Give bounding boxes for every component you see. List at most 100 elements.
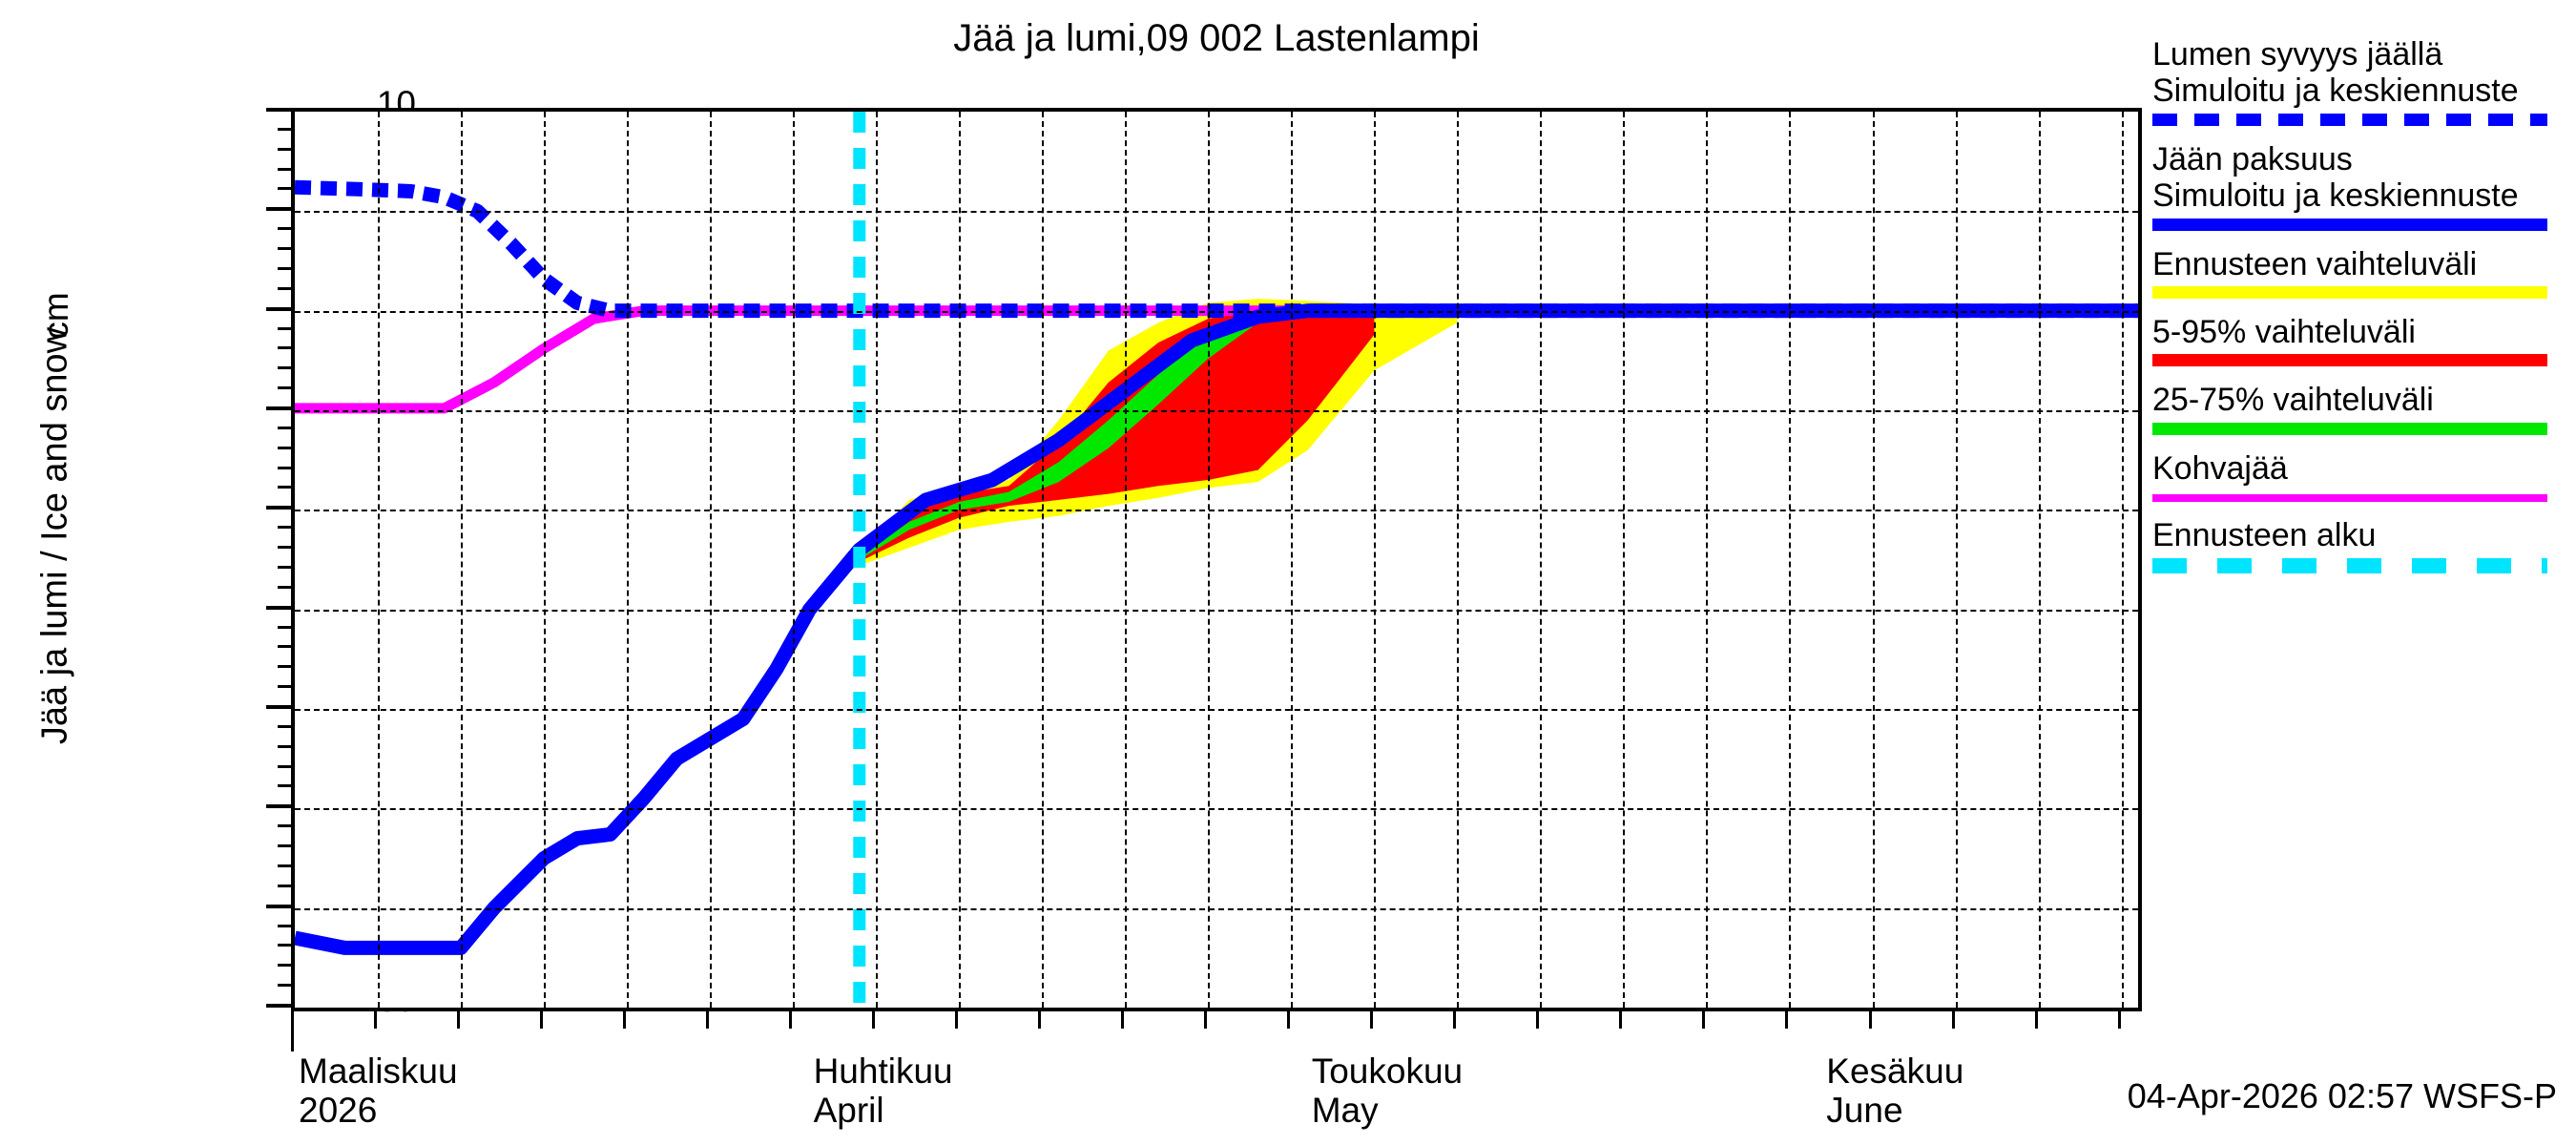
gridline-vertical	[1042, 112, 1045, 1008]
x-axis-minor-tick	[623, 1008, 627, 1029]
y-axis-minor-tick	[278, 944, 291, 947]
data-series-line	[295, 179, 2138, 319]
x-axis-minor-tick	[872, 1008, 876, 1029]
legend-entry-title: Ennusteen alku	[2152, 517, 2377, 554]
y-axis-minor-tick	[278, 964, 291, 968]
x-axis-label-line2: 2026	[299, 1091, 378, 1131]
legend-swatch-dashed-blue-icon	[2152, 113, 2547, 126]
y-axis-minor-tick	[278, 326, 291, 330]
gridline-vertical	[627, 112, 630, 1008]
y-axis-tick-mark	[266, 108, 291, 112]
x-axis-minor-tick	[1619, 1008, 1623, 1029]
gridline-horizontal	[295, 211, 2138, 214]
y-axis-minor-tick	[278, 764, 291, 768]
gridline-vertical	[793, 112, 796, 1008]
x-axis-minor-tick	[374, 1008, 378, 1029]
gridline-vertical	[710, 112, 713, 1008]
y-axis-minor-tick	[278, 784, 291, 788]
legend-entry[interactable]: 5-95% vaihteluväli	[2152, 314, 2572, 367]
gridline-vertical	[1208, 112, 1211, 1008]
gridline-horizontal	[295, 709, 2138, 711]
y-axis-minor-tick	[278, 386, 291, 390]
plot-area	[291, 108, 2142, 1011]
gridline-vertical	[1872, 112, 1875, 1008]
legend-entry[interactable]: 25-75% vaihteluväli	[2152, 382, 2572, 435]
gridline-vertical	[1955, 112, 1958, 1008]
legend-entry-title: 5-95% vaihteluväli	[2152, 314, 2416, 351]
y-axis-minor-tick	[278, 565, 291, 569]
y-axis-tick-mark	[266, 506, 291, 510]
legend: Lumen syvyys jäällä Simuloitu ja keskienn…	[2152, 36, 2572, 589]
x-axis-minor-tick	[1453, 1008, 1457, 1029]
gridline-vertical	[1789, 112, 1792, 1008]
y-axis-minor-tick	[278, 346, 291, 350]
x-axis-minor-tick	[706, 1008, 710, 1029]
x-axis-minor-tick	[1287, 1008, 1291, 1029]
gridline-vertical	[1457, 112, 1460, 1008]
gridline-horizontal	[295, 310, 2138, 313]
y-axis-minor-tick	[278, 724, 291, 728]
gridline-horizontal	[295, 510, 2138, 512]
legend-swatch-cyan-icon	[2152, 557, 2547, 573]
x-axis-label-line1: Huhtikuu	[813, 1051, 953, 1091]
x-axis-label: Toukokuu May	[1312, 1051, 1463, 1131]
gridline-horizontal	[295, 609, 2138, 612]
y-axis-tick-mark	[266, 1004, 291, 1008]
x-axis-minor-tick	[1951, 1008, 1955, 1029]
x-axis-minor-tick	[457, 1008, 461, 1029]
gridline-vertical	[2121, 112, 2124, 1008]
x-axis-label-line2: May	[1311, 1091, 1379, 1131]
legend-entry[interactable]: Lumen syvyys jäällä Simuloitu ja keskienn…	[2152, 36, 2572, 126]
data-series-layer	[295, 112, 2138, 1008]
y-axis-minor-tick	[278, 864, 291, 867]
legend-entry[interactable]: Ennusteen alku	[2152, 517, 2572, 573]
x-axis-minor-tick	[1868, 1008, 1872, 1029]
x-axis-minor-tick	[1785, 1008, 1789, 1029]
legend-entry[interactable]: Ennusteen vaihteluväli	[2152, 246, 2572, 300]
gridline-vertical	[461, 112, 464, 1008]
plot-canvas	[295, 112, 2138, 1008]
gridline-vertical	[2038, 112, 2041, 1008]
gridline-vertical	[1125, 112, 1128, 1008]
gridline-vertical	[378, 112, 381, 1008]
x-axis-minor-tick	[1038, 1008, 1042, 1029]
gridline-horizontal	[295, 907, 2138, 910]
y-axis-minor-tick	[278, 167, 291, 171]
x-axis-label: Huhtikuu April	[814, 1051, 953, 1131]
x-axis-label-line1: Maaliskuu	[299, 1051, 458, 1091]
x-axis-minor-tick	[1204, 1008, 1208, 1029]
legend-entry[interactable]: Jään paksuus Simuloitu ja keskiennuste	[2152, 141, 2572, 231]
legend-swatch-solid-blue-icon	[2152, 218, 2547, 231]
legend-swatch-magenta-icon	[2152, 494, 2547, 503]
y-axis-title: Jää ja lumi / Ice and snow	[34, 326, 75, 745]
gridline-vertical	[1540, 112, 1543, 1008]
x-axis-label-line1: Toukokuu	[1311, 1051, 1464, 1091]
legend-entry-title: Kohvajää	[2152, 449, 2288, 487]
y-axis-tick-mark	[266, 904, 291, 908]
gridline-vertical	[544, 112, 547, 1008]
y-axis-minor-tick	[278, 486, 291, 489]
y-axis-minor-tick	[278, 286, 291, 290]
y-axis-tick-mark	[266, 705, 291, 709]
x-axis-minor-tick	[1702, 1008, 1706, 1029]
x-axis-minor-tick	[2034, 1008, 2038, 1029]
legend-entry[interactable]: Kohvajää	[2152, 449, 2572, 503]
legend-entry-title: 25-75% vaihteluväli	[2152, 382, 2434, 419]
data-series-line	[295, 303, 2138, 955]
x-axis-label-line2: June	[1826, 1091, 1903, 1131]
gridline-vertical	[959, 112, 962, 1008]
gridline-vertical	[1291, 112, 1294, 1008]
gridline-horizontal	[295, 808, 2138, 811]
x-axis-label-line2: April	[813, 1091, 884, 1131]
x-axis-minor-tick	[1536, 1008, 1540, 1029]
page-title: Jää ja lumi,09 002 Lastenlampi	[953, 17, 1480, 59]
y-axis-minor-tick	[278, 366, 291, 370]
x-axis-minor-tick	[2117, 1008, 2121, 1029]
y-axis-tick-mark	[266, 804, 291, 809]
y-axis-minor-tick	[278, 466, 291, 469]
legend-entry-title: Lumen syvyys jäällä	[2152, 36, 2443, 73]
legend-entry-subtitle: Simuloitu ja keskiennuste	[2152, 177, 2519, 215]
x-axis-minor-tick	[540, 1008, 544, 1029]
legend-swatch-red-icon	[2152, 354, 2547, 367]
